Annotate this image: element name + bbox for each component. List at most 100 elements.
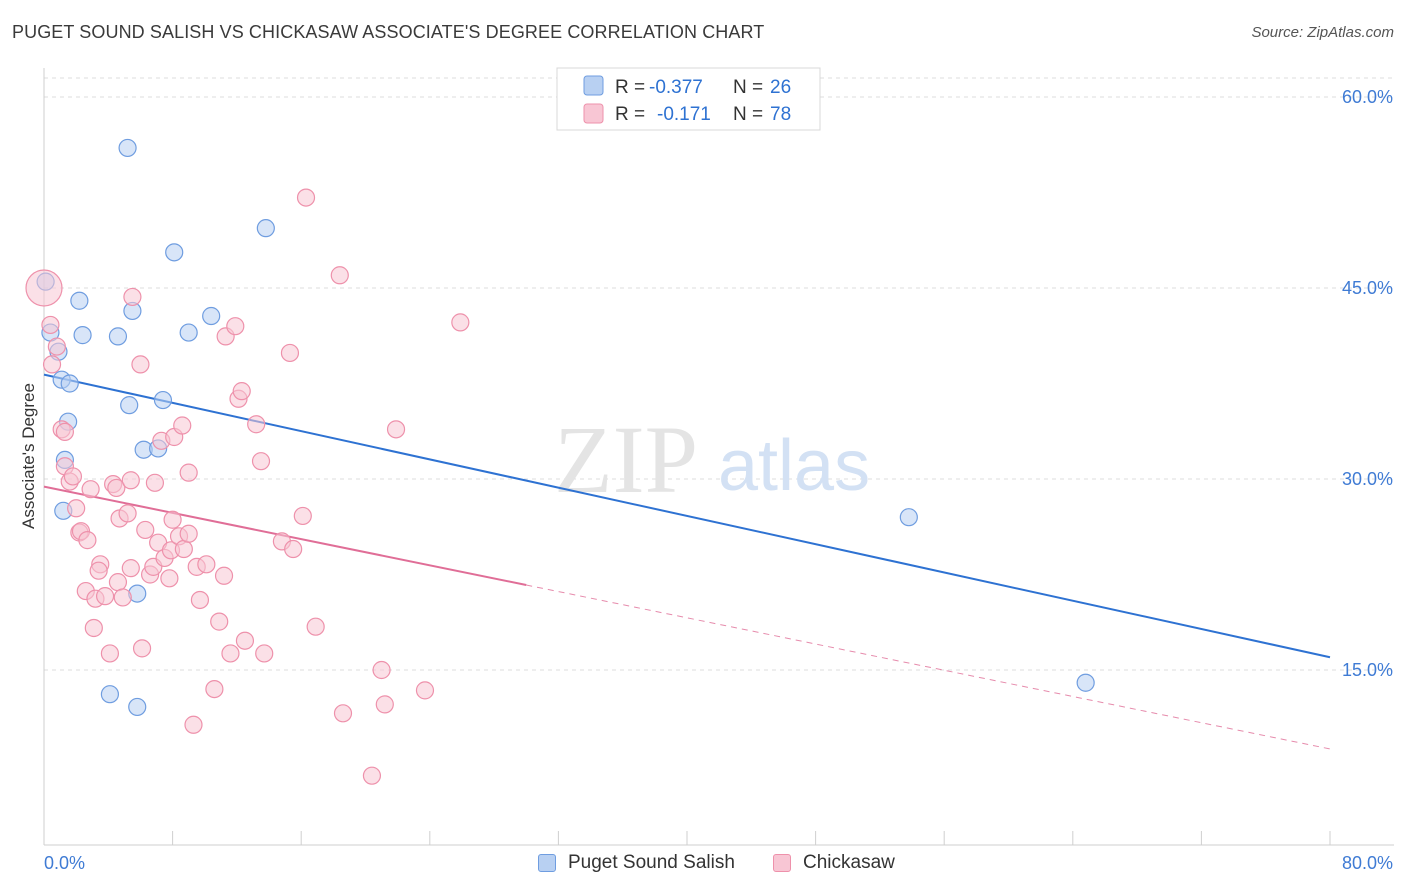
data-point-chickasaw bbox=[47, 337, 66, 356]
data-point-puget-sound-salish bbox=[153, 390, 173, 410]
data-point-chickasaw bbox=[78, 531, 97, 550]
data-point-puget-sound-salish bbox=[179, 323, 198, 342]
data-point-puget-sound-salish bbox=[128, 697, 147, 717]
data-point-chickasaw bbox=[55, 422, 74, 441]
data-point-chickasaw bbox=[67, 499, 86, 518]
y-tick-label: 45.0% bbox=[1342, 278, 1393, 298]
stats-n-value-2: 78 bbox=[770, 104, 791, 125]
data-point-puget-sound-salish bbox=[100, 685, 120, 704]
data-point-chickasaw bbox=[100, 644, 120, 663]
stats-r-label-2: R = bbox=[615, 104, 645, 125]
data-point-chickasaw bbox=[205, 679, 224, 699]
data-point-chickasaw bbox=[121, 471, 140, 490]
watermark-atlas: atlas bbox=[718, 426, 870, 506]
stats-legend: R = -0.377 N = 26 R = -0.171 N = 78 bbox=[556, 67, 821, 131]
stats-r-label-1: R = bbox=[615, 77, 645, 98]
data-point-puget-sound-salish bbox=[73, 326, 92, 345]
data-point-chickasaw bbox=[107, 478, 126, 498]
points-layer bbox=[25, 138, 1095, 785]
legend-item-chickasaw: Chickasaw bbox=[773, 852, 895, 874]
data-point-chickasaw bbox=[145, 473, 165, 492]
data-point-chickasaw bbox=[386, 420, 406, 439]
data-point-chickasaw bbox=[210, 612, 229, 631]
watermark-zip: ZIP bbox=[554, 406, 698, 513]
data-point-chickasaw bbox=[362, 766, 382, 785]
data-point-chickasaw bbox=[163, 510, 182, 529]
data-point-chickasaw bbox=[174, 539, 193, 559]
data-point-chickasaw bbox=[63, 467, 83, 486]
legend-label-chickasaw: Chickasaw bbox=[803, 852, 895, 873]
axis-layer bbox=[43, 68, 1394, 846]
stats-legend-swatch-pink bbox=[583, 103, 604, 124]
grid-layer bbox=[44, 77, 1394, 671]
stats-r-value-2: -0.171 bbox=[657, 104, 711, 125]
data-point-puget-sound-salish bbox=[118, 138, 137, 158]
data-point-chickasaw bbox=[84, 618, 103, 638]
data-point-puget-sound-salish bbox=[256, 219, 275, 238]
data-point-chickasaw bbox=[214, 566, 234, 585]
data-point-puget-sound-salish bbox=[202, 306, 221, 326]
stats-legend-swatch-blue bbox=[583, 75, 604, 96]
data-point-puget-sound-salish bbox=[899, 508, 918, 527]
data-point-chickasaw bbox=[375, 695, 394, 714]
data-point-chickasaw bbox=[197, 555, 216, 574]
data-point-chickasaw bbox=[333, 704, 353, 723]
stats-n-label-2: N = bbox=[733, 104, 763, 125]
data-point-chickasaw bbox=[247, 415, 266, 434]
data-point-chickasaw bbox=[118, 504, 137, 523]
data-point-chickasaw bbox=[184, 715, 203, 734]
series-legend: Puget Sound Salish Chickasaw bbox=[0, 852, 1406, 878]
data-point-chickasaw bbox=[123, 287, 142, 307]
y-axis-label: Associate's Degree bbox=[19, 383, 38, 529]
watermark: ZIP atlas bbox=[554, 406, 870, 513]
data-point-chickasaw bbox=[235, 631, 255, 650]
data-point-chickasaw bbox=[293, 506, 312, 526]
data-point-chickasaw bbox=[330, 266, 349, 285]
data-point-chickasaw bbox=[160, 569, 179, 588]
y-tick-label: 30.0% bbox=[1342, 469, 1393, 489]
data-point-chickasaw bbox=[136, 520, 155, 540]
y-tick-label: 60.0% bbox=[1342, 87, 1393, 107]
data-point-chickasaw bbox=[81, 480, 100, 499]
data-point-chickasaw bbox=[451, 313, 470, 332]
data-point-chickasaw bbox=[221, 644, 240, 663]
legend-swatch-blue bbox=[538, 854, 556, 872]
stats-r-value-1: -0.377 bbox=[649, 77, 703, 98]
data-point-chickasaw bbox=[306, 617, 325, 636]
data-point-chickasaw bbox=[132, 639, 152, 658]
x-tick-label-min: 0.0% bbox=[44, 853, 85, 873]
legend-label-puget-sound-salish: Puget Sound Salish bbox=[568, 852, 735, 873]
data-point-chickasaw bbox=[179, 524, 198, 543]
data-point-chickasaw bbox=[296, 188, 316, 207]
data-point-chickasaw bbox=[173, 416, 192, 435]
data-point-chickasaw bbox=[95, 587, 115, 606]
chart-title: PUGET SOUND SALISH VS CHICKASAW ASSOCIAT… bbox=[12, 22, 765, 42]
data-point-chickasaw bbox=[25, 269, 63, 307]
data-point-puget-sound-salish bbox=[120, 396, 139, 415]
data-point-puget-sound-salish bbox=[1076, 673, 1095, 692]
data-point-chickasaw bbox=[251, 452, 271, 471]
legend-item-puget-sound-salish: Puget Sound Salish bbox=[538, 852, 735, 874]
tick-layer: 15.0% 30.0% 45.0% 60.0% 0.0% 80.0% bbox=[43, 87, 1393, 873]
data-point-chickasaw bbox=[372, 660, 391, 680]
data-point-chickasaw bbox=[131, 355, 150, 374]
data-point-chickasaw bbox=[113, 588, 132, 607]
x-tick-label-max: 80.0% bbox=[1342, 853, 1393, 873]
data-point-chickasaw bbox=[232, 382, 251, 401]
trend-line-chickasaw-extension bbox=[526, 584, 1331, 750]
legend-swatch-pink bbox=[773, 854, 791, 872]
data-point-chickasaw bbox=[41, 315, 60, 335]
data-point-chickasaw bbox=[415, 681, 435, 700]
stats-n-value-1: 26 bbox=[770, 77, 791, 98]
chart-source: Source: ZipAtlas.com bbox=[1251, 24, 1394, 41]
data-point-chickasaw bbox=[121, 559, 140, 578]
data-point-puget-sound-salish bbox=[60, 374, 79, 393]
data-point-chickasaw bbox=[255, 644, 274, 663]
data-point-chickasaw bbox=[42, 355, 62, 374]
data-point-chickasaw bbox=[108, 573, 128, 592]
data-point-chickasaw bbox=[179, 463, 198, 482]
data-point-chickasaw bbox=[284, 539, 303, 559]
data-point-chickasaw bbox=[89, 561, 108, 580]
data-point-puget-sound-salish bbox=[165, 243, 184, 262]
